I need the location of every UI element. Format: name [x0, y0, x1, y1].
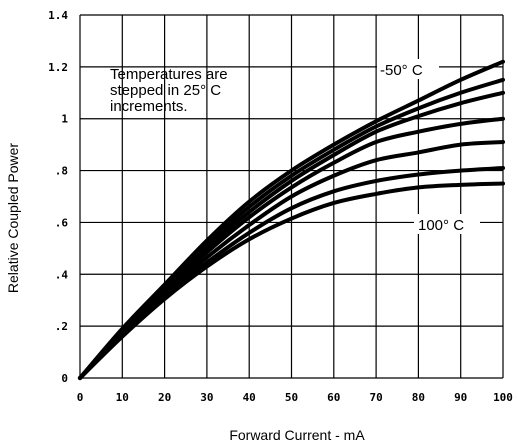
series-line-7 — [78, 181, 505, 380]
x-tick-label: 70 — [369, 391, 382, 404]
y-tick-label: .8 — [55, 165, 68, 178]
y-tick-label: .6 — [55, 216, 69, 229]
x-tick-label: 60 — [327, 391, 340, 404]
x-tick-label: 90 — [454, 391, 467, 404]
note-line-1: Temperatures are — [110, 66, 228, 83]
y-tick-label: .4 — [55, 268, 69, 281]
y-tick-labels: 0 .2 .4 .6 .8 1 1.2 1.4 — [48, 9, 68, 385]
series-lines — [78, 59, 505, 380]
y-tick-label: 1.2 — [48, 61, 68, 74]
bottom-label-bg — [414, 214, 480, 234]
bottom-temperature-label: 100° C — [418, 217, 464, 234]
temperature-note: Temperatures are stepped in 25° C increm… — [110, 66, 228, 115]
y-tick-label: 0 — [61, 372, 68, 385]
x-tick-labels: 0 10 20 30 40 50 60 70 80 90 100 — [77, 391, 513, 404]
x-tick-label: 20 — [158, 391, 171, 404]
y-tick-label: 1.4 — [48, 9, 68, 22]
y-tick-label: .2 — [55, 320, 68, 333]
y-tick-label: 1 — [61, 113, 68, 126]
top-label-bg — [377, 59, 439, 79]
x-tick-label: 0 — [77, 391, 84, 404]
x-axis-label: Forward Current - mA — [229, 427, 365, 443]
x-tick-label: 40 — [243, 391, 256, 404]
top-temperature-label: -50° C — [380, 62, 423, 79]
x-tick-label: 30 — [200, 391, 213, 404]
note-line-3: increments. — [110, 98, 188, 115]
x-tick-label: 50 — [285, 391, 298, 404]
note-line-2: stepped in 25° C — [110, 82, 221, 99]
x-tick-label: 100 — [493, 391, 513, 404]
grid — [79, 14, 504, 379]
y-axis-label: Relative Coupled Power — [5, 143, 21, 294]
x-tick-label: 80 — [412, 391, 425, 404]
x-tick-label: 10 — [116, 391, 129, 404]
